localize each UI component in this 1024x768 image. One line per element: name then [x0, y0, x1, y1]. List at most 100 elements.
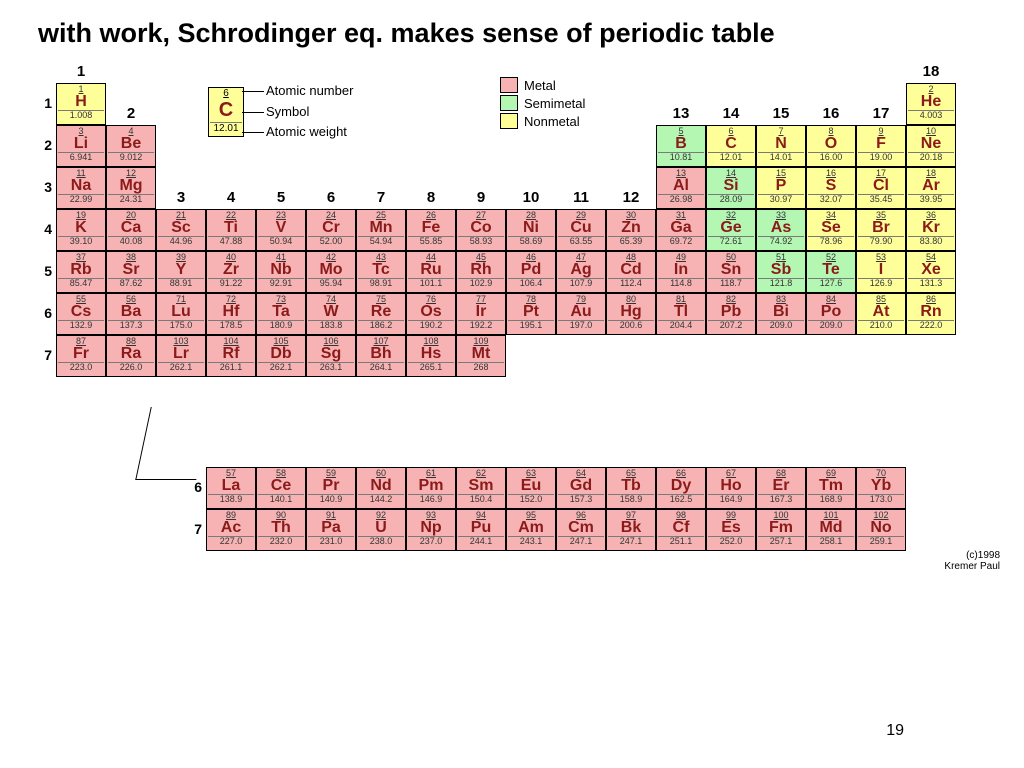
element-Am: 95Am243.1 [506, 509, 556, 551]
element-Cf: 98Cf251.1 [656, 509, 706, 551]
element-Hg: 80Hg200.6 [606, 293, 656, 335]
element-Nb: 41Nb92.91 [256, 251, 306, 293]
element-Kr: 36Kr83.80 [906, 209, 956, 251]
element-P: 15P30.97 [756, 167, 806, 209]
element-F: 9F19.00 [856, 125, 906, 167]
key-label-weight: Atomic weight [266, 124, 347, 139]
element-Pd: 46Pd106.4 [506, 251, 556, 293]
element-Ru: 44Ru101.1 [406, 251, 456, 293]
group-label-18: 18 [906, 63, 956, 80]
element-Tm: 69Tm168.9 [806, 467, 856, 509]
group-label-15: 15 [756, 105, 806, 122]
element-Os: 76Os190.2 [406, 293, 456, 335]
element-Al: 13Al26.98 [656, 167, 706, 209]
element-In: 49In114.8 [656, 251, 706, 293]
key-label-number: Atomic number [266, 83, 353, 98]
element-Nd: 60Nd144.2 [356, 467, 406, 509]
key-label-symbol: Symbol [266, 104, 309, 119]
element-Ra: 88Ra226.0 [106, 335, 156, 377]
element-Hf: 72Hf178.5 [206, 293, 256, 335]
fblock-row-label-6: 6 [190, 479, 202, 495]
key-line-number [242, 91, 264, 92]
element-No: 102No259.1 [856, 509, 906, 551]
group-label-6: 6 [306, 189, 356, 206]
group-label-12: 12 [606, 189, 656, 206]
element-Sn: 50Sn118.7 [706, 251, 756, 293]
legend-nonmetal: Nonmetal [524, 114, 580, 129]
period-label-2: 2 [40, 137, 52, 153]
element-As: 33As74.92 [756, 209, 806, 251]
period-label-7: 7 [40, 347, 52, 363]
swatch-nonmetal [500, 113, 518, 129]
element-Zn: 30Zn65.39 [606, 209, 656, 251]
element-Fm: 100Fm257.1 [756, 509, 806, 551]
element-W: 74W183.8 [306, 293, 356, 335]
element-Cl: 17Cl35.45 [856, 167, 906, 209]
element-Ca: 20Ca40.08 [106, 209, 156, 251]
element-Cr: 24Cr52.00 [306, 209, 356, 251]
element-Mn: 25Mn54.94 [356, 209, 406, 251]
element-Rb: 37Rb85.47 [56, 251, 106, 293]
element-Ni: 28Ni58.69 [506, 209, 556, 251]
group-label-11: 11 [556, 189, 606, 206]
element-S: 16S32.07 [806, 167, 856, 209]
element-Ti: 22Ti47.88 [206, 209, 256, 251]
element-Lu: 71Lu175.0 [156, 293, 206, 335]
element-Er: 68Er167.3 [756, 467, 806, 509]
element-Rf: 104Rf261.1 [206, 335, 256, 377]
element-Mt: 109Mt268 [456, 335, 506, 377]
element-Db: 105Db262.1 [256, 335, 306, 377]
element-Ar: 18Ar39.95 [906, 167, 956, 209]
swatch-semimetal [500, 95, 518, 111]
element-Fr: 87Fr223.0 [56, 335, 106, 377]
element-Au: 79Au197.0 [556, 293, 606, 335]
period-label-4: 4 [40, 221, 52, 237]
group-label-4: 4 [206, 189, 256, 206]
element-Cu: 29Cu63.55 [556, 209, 606, 251]
element-Th: 90Th232.0 [256, 509, 306, 551]
group-label-5: 5 [256, 189, 306, 206]
element-Zr: 40Zr91.22 [206, 251, 256, 293]
element-Cd: 48Cd112.4 [606, 251, 656, 293]
element-Bi: 83Bi209.0 [756, 293, 806, 335]
element-Xe: 54Xe131.3 [906, 251, 956, 293]
element-Md: 101Md258.1 [806, 509, 856, 551]
legend-semimetal: Semimetal [524, 96, 585, 111]
element-Be: 4Be9.012 [106, 125, 156, 167]
periodic-table: 6 C 12.01 Atomic number Symbol Atomic we… [38, 57, 998, 577]
element-Ge: 32Ge72.61 [706, 209, 756, 251]
element-B: 5B10.81 [656, 125, 706, 167]
category-legend: Metal Semimetal Nonmetal [500, 77, 585, 131]
element-Ce: 58Ce140.1 [256, 467, 306, 509]
element-Rn: 86Rn222.0 [906, 293, 956, 335]
element-Ba: 56Ba137.3 [106, 293, 156, 335]
group-label-10: 10 [506, 189, 556, 206]
element-Li: 3Li6.941 [56, 125, 106, 167]
element-Ac: 89Ac227.0 [206, 509, 256, 551]
element-Sr: 38Sr87.62 [106, 251, 156, 293]
element-Pu: 94Pu244.1 [456, 509, 506, 551]
key-line-symbol [242, 112, 264, 113]
group-label-2: 2 [106, 105, 156, 122]
group-label-1: 1 [56, 63, 106, 80]
element-Re: 75Re186.2 [356, 293, 406, 335]
element-Ir: 77Ir192.2 [456, 293, 506, 335]
element-C: 6C12.01 [706, 125, 756, 167]
element-Eu: 63Eu152.0 [506, 467, 556, 509]
group-label-14: 14 [706, 105, 756, 122]
element-Ga: 31Ga69.72 [656, 209, 706, 251]
group-label-7: 7 [356, 189, 406, 206]
element-Sg: 106Sg263.1 [306, 335, 356, 377]
element-Pr: 59Pr140.9 [306, 467, 356, 509]
element-Na: 11Na22.99 [56, 167, 106, 209]
element-Pb: 82Pb207.2 [706, 293, 756, 335]
element-La: 57La138.9 [206, 467, 256, 509]
element-Np: 93Np237.0 [406, 509, 456, 551]
element-I: 53I126.9 [856, 251, 906, 293]
element-Yb: 70Yb173.0 [856, 467, 906, 509]
element-Tb: 65Tb158.9 [606, 467, 656, 509]
element-Mo: 42Mo95.94 [306, 251, 356, 293]
element-Es: 99Es252.0 [706, 509, 756, 551]
element-Sm: 62Sm150.4 [456, 467, 506, 509]
credit: (c)1998Kremer Paul [944, 550, 1000, 572]
